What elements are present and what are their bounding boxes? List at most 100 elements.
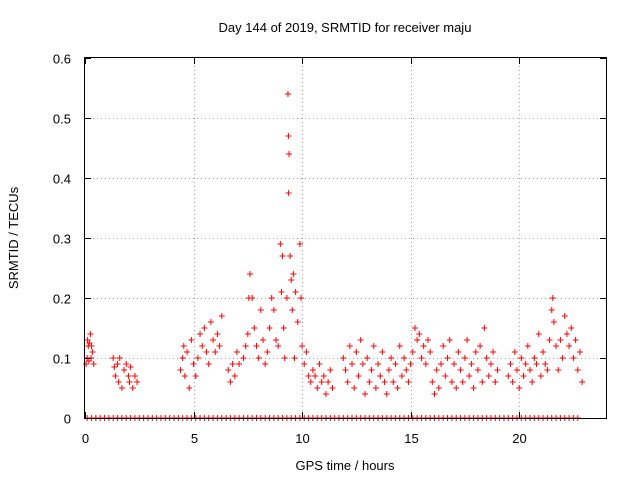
x-tick-label: 10 [295, 431, 309, 446]
data-point [474, 367, 481, 373]
data-point [301, 361, 308, 367]
data-point [431, 391, 438, 397]
data-point [184, 349, 191, 355]
data-point [479, 379, 486, 385]
data-point [257, 307, 264, 313]
data-point [385, 367, 392, 373]
data-point [284, 91, 291, 97]
data-point [303, 349, 310, 355]
data-point [278, 289, 285, 295]
data-point [579, 379, 586, 385]
data-point [286, 151, 293, 157]
data-point [375, 361, 382, 367]
data-point [440, 343, 447, 349]
data-point [289, 307, 296, 313]
data-point [442, 373, 449, 379]
data-point [446, 337, 453, 343]
data-point [487, 361, 494, 367]
data-point [121, 367, 128, 373]
data-point [305, 373, 312, 379]
data-point [477, 343, 484, 349]
data-point [285, 190, 292, 196]
data-point [88, 343, 95, 349]
data-point [568, 325, 575, 331]
data-point [466, 373, 473, 379]
data-point [472, 349, 479, 355]
data-point [242, 343, 249, 349]
x-tick-label: 0 [82, 431, 89, 446]
data-point [414, 337, 421, 343]
data-point [422, 361, 429, 367]
data-point [520, 373, 527, 379]
data-point [290, 271, 297, 277]
data-point [297, 295, 304, 301]
data-point [483, 355, 490, 361]
data-point [112, 373, 119, 379]
data-point [401, 355, 408, 361]
data-point [314, 385, 321, 391]
data-point [527, 367, 534, 373]
data-point [396, 343, 403, 349]
data-point [246, 271, 253, 277]
data-point [492, 379, 499, 385]
data-point [216, 343, 223, 349]
data-point [513, 367, 520, 373]
data-point [190, 361, 197, 367]
y-tick-label: 0.3 [53, 232, 71, 247]
data-point [546, 337, 553, 343]
data-point [266, 325, 273, 331]
data-point [181, 373, 188, 379]
data-point [179, 355, 186, 361]
data-point [455, 349, 462, 355]
data-point [114, 361, 121, 367]
data-point [429, 379, 436, 385]
data-point [110, 355, 117, 361]
y-axis-label: SRMTID / TECUs [6, 186, 21, 289]
y-tick-label: 0.5 [53, 112, 71, 127]
y-tick-label: 0.2 [53, 292, 71, 307]
data-point [505, 373, 512, 379]
data-point [177, 367, 184, 373]
data-point [394, 385, 401, 391]
data-point [540, 349, 547, 355]
data-point [89, 349, 96, 355]
data-point [420, 343, 427, 349]
data-point [353, 349, 360, 355]
data-point [392, 361, 399, 367]
axis-ticks: 0 0.1 0.2 0.3 0.4 0.5 0.6 0 5 10 15 20 [53, 52, 606, 446]
data-point [409, 349, 416, 355]
data-point [309, 367, 316, 373]
data-point [461, 355, 468, 361]
data-point [316, 361, 323, 367]
data-point [553, 343, 560, 349]
data-point [511, 349, 518, 355]
data-point [346, 343, 353, 349]
data-point [368, 367, 375, 373]
data-point [357, 337, 364, 343]
data-point [264, 349, 271, 355]
x-tick-label: 5 [191, 431, 198, 446]
data-point [273, 337, 280, 343]
data-point [123, 361, 130, 367]
data-point [535, 331, 542, 337]
data-point [398, 373, 405, 379]
data-point [379, 349, 386, 355]
data-point [210, 337, 217, 343]
data-point [381, 379, 388, 385]
data-point [87, 331, 94, 337]
data-point [205, 361, 212, 367]
data-point [566, 343, 573, 349]
data-point [457, 367, 464, 373]
plot-frame [84, 57, 607, 419]
data-point [275, 343, 282, 349]
data-point [574, 367, 581, 373]
data-point [125, 373, 132, 379]
data-point [129, 385, 136, 391]
y-tick-label: 0.6 [53, 52, 71, 67]
data-point [533, 361, 540, 367]
data-point [529, 379, 536, 385]
data-point [427, 349, 434, 355]
data-point [281, 355, 288, 361]
